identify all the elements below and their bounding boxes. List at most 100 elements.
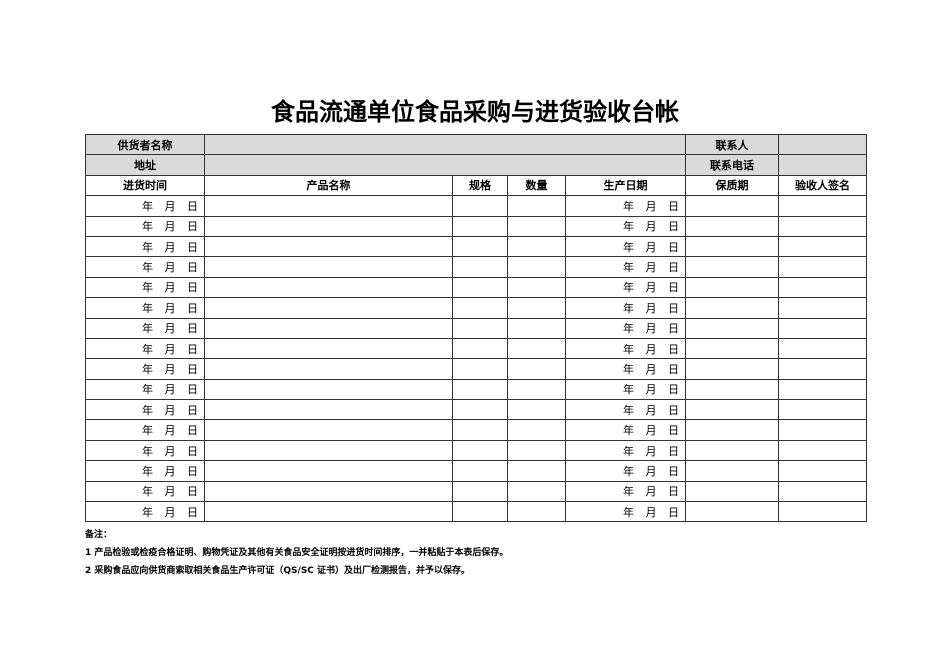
shelf-life-cell[interactable] [685, 297, 779, 319]
quantity-cell[interactable] [507, 460, 566, 482]
purchase-date-cell[interactable]: 年 月 日 [85, 276, 205, 299]
spec-cell[interactable] [452, 460, 508, 482]
purchase-date-cell[interactable]: 年 月 日 [85, 378, 205, 401]
spec-cell[interactable] [452, 276, 508, 299]
production-date-cell[interactable]: 年 月 日 [565, 439, 686, 462]
shelf-life-cell[interactable] [685, 419, 779, 441]
shelf-life-cell[interactable] [685, 399, 779, 421]
quantity-cell[interactable] [507, 419, 566, 441]
purchase-date-cell[interactable]: 年 月 日 [85, 358, 205, 380]
production-date-cell[interactable]: 年 月 日 [565, 419, 686, 441]
shelf-life-cell[interactable] [685, 337, 779, 360]
purchase-date-cell[interactable]: 年 月 日 [85, 195, 205, 217]
signature-cell[interactable] [778, 378, 867, 401]
quantity-cell[interactable] [507, 337, 566, 360]
product-name-cell[interactable] [204, 460, 453, 482]
purchase-date-cell[interactable]: 年 月 日 [85, 460, 205, 482]
production-date-cell[interactable]: 年 月 日 [565, 501, 686, 523]
spec-cell[interactable] [452, 439, 508, 462]
spec-cell[interactable] [452, 297, 508, 319]
product-name-cell[interactable] [204, 215, 453, 237]
quantity-cell[interactable] [507, 358, 566, 380]
quantity-cell[interactable] [507, 215, 566, 237]
spec-cell[interactable] [452, 215, 508, 237]
quantity-cell[interactable] [507, 439, 566, 462]
product-name-cell[interactable] [204, 337, 453, 360]
quantity-cell[interactable] [507, 256, 566, 278]
signature-cell[interactable] [778, 195, 867, 217]
purchase-date-cell[interactable]: 年 月 日 [85, 337, 205, 360]
production-date-cell[interactable]: 年 月 日 [565, 378, 686, 401]
production-date-cell[interactable]: 年 月 日 [565, 256, 686, 278]
shelf-life-cell[interactable] [685, 195, 779, 217]
product-name-cell[interactable] [204, 480, 453, 503]
spec-cell[interactable] [452, 399, 508, 421]
signature-cell[interactable] [778, 358, 867, 380]
purchase-date-cell[interactable]: 年 月 日 [85, 235, 205, 258]
product-name-cell[interactable] [204, 235, 453, 258]
product-name-cell[interactable] [204, 256, 453, 278]
production-date-cell[interactable]: 年 月 日 [565, 195, 686, 217]
signature-cell[interactable] [778, 256, 867, 278]
product-name-cell[interactable] [204, 439, 453, 462]
spec-cell[interactable] [452, 235, 508, 258]
signature-cell[interactable] [778, 235, 867, 258]
purchase-date-cell[interactable]: 年 月 日 [85, 419, 205, 441]
shelf-life-cell[interactable] [685, 235, 779, 258]
quantity-cell[interactable] [507, 297, 566, 319]
shelf-life-cell[interactable] [685, 480, 779, 503]
purchase-date-cell[interactable]: 年 月 日 [85, 399, 205, 421]
product-name-cell[interactable] [204, 276, 453, 299]
shelf-life-cell[interactable] [685, 215, 779, 237]
product-name-cell[interactable] [204, 195, 453, 217]
quantity-cell[interactable] [507, 276, 566, 299]
spec-cell[interactable] [452, 337, 508, 360]
production-date-cell[interactable]: 年 月 日 [565, 317, 686, 339]
purchase-date-cell[interactable]: 年 月 日 [85, 480, 205, 503]
contact-field[interactable] [778, 133, 867, 156]
production-date-cell[interactable]: 年 月 日 [565, 297, 686, 319]
signature-cell[interactable] [778, 419, 867, 441]
product-name-cell[interactable] [204, 358, 453, 380]
shelf-life-cell[interactable] [685, 378, 779, 401]
spec-cell[interactable] [452, 358, 508, 380]
signature-cell[interactable] [778, 460, 867, 482]
phone-field[interactable] [778, 154, 867, 176]
production-date-cell[interactable]: 年 月 日 [565, 358, 686, 380]
spec-cell[interactable] [452, 501, 508, 523]
spec-cell[interactable] [452, 480, 508, 503]
shelf-life-cell[interactable] [685, 460, 779, 482]
shelf-life-cell[interactable] [685, 501, 779, 523]
product-name-cell[interactable] [204, 297, 453, 319]
production-date-cell[interactable]: 年 月 日 [565, 480, 686, 503]
spec-cell[interactable] [452, 256, 508, 278]
quantity-cell[interactable] [507, 195, 566, 217]
signature-cell[interactable] [778, 501, 867, 523]
signature-cell[interactable] [778, 317, 867, 339]
shelf-life-cell[interactable] [685, 439, 779, 462]
quantity-cell[interactable] [507, 399, 566, 421]
supplier-field[interactable] [204, 133, 686, 156]
production-date-cell[interactable]: 年 月 日 [565, 276, 686, 299]
quantity-cell[interactable] [507, 378, 566, 401]
signature-cell[interactable] [778, 337, 867, 360]
spec-cell[interactable] [452, 317, 508, 339]
product-name-cell[interactable] [204, 399, 453, 421]
production-date-cell[interactable]: 年 月 日 [565, 235, 686, 258]
purchase-date-cell[interactable]: 年 月 日 [85, 215, 205, 237]
spec-cell[interactable] [452, 195, 508, 217]
product-name-cell[interactable] [204, 419, 453, 441]
signature-cell[interactable] [778, 297, 867, 319]
purchase-date-cell[interactable]: 年 月 日 [85, 501, 205, 523]
shelf-life-cell[interactable] [685, 276, 779, 299]
purchase-date-cell[interactable]: 年 月 日 [85, 439, 205, 462]
production-date-cell[interactable]: 年 月 日 [565, 460, 686, 482]
product-name-cell[interactable] [204, 378, 453, 401]
production-date-cell[interactable]: 年 月 日 [565, 399, 686, 421]
production-date-cell[interactable]: 年 月 日 [565, 215, 686, 237]
quantity-cell[interactable] [507, 480, 566, 503]
quantity-cell[interactable] [507, 501, 566, 523]
shelf-life-cell[interactable] [685, 256, 779, 278]
signature-cell[interactable] [778, 399, 867, 421]
signature-cell[interactable] [778, 276, 867, 299]
